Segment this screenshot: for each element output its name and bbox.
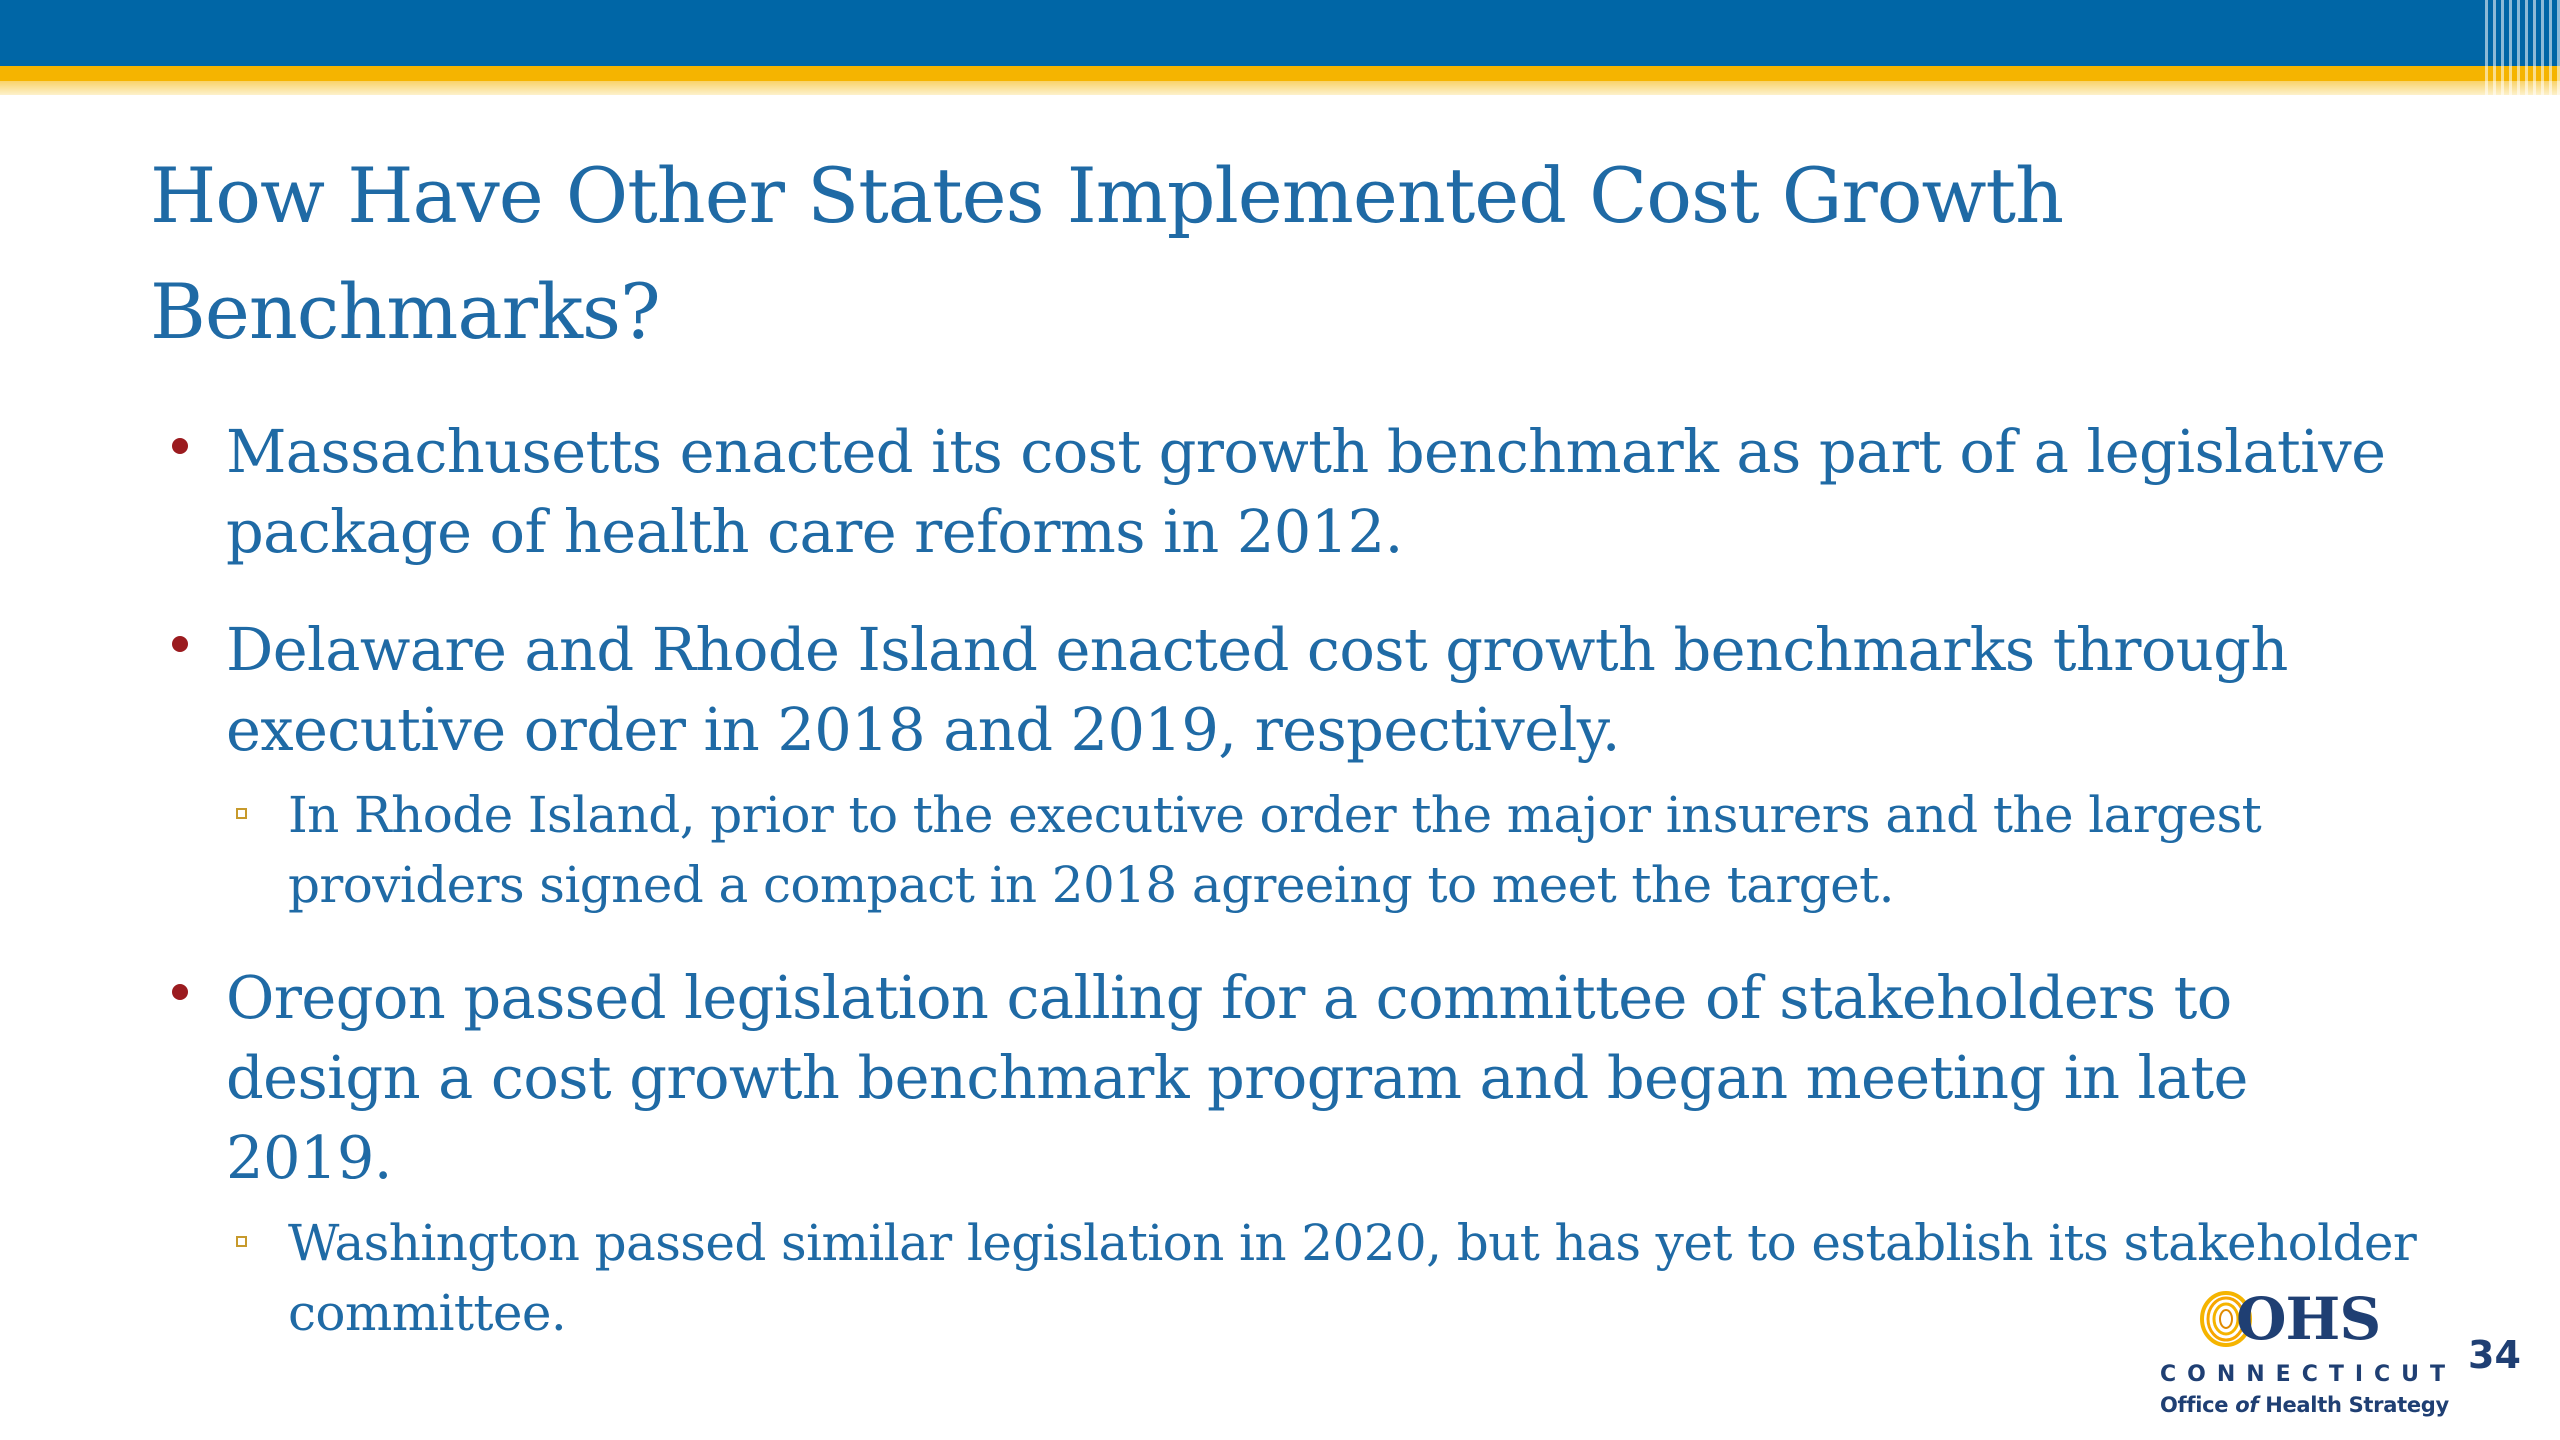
slide-title: How Have Other States Implemented Cost G… xyxy=(150,151,2064,356)
bullet-list: Massachusetts enacted its cost growth be… xyxy=(170,412,2420,1348)
logo-state-text: CONNECTICUT xyxy=(2160,1362,2457,1387)
logo-ohs-text: OHS xyxy=(2236,1285,2381,1353)
bullet-dot-icon xyxy=(172,984,188,1000)
bullet-item: Oregon passed legislation calling for a … xyxy=(170,958,2420,1348)
header-band-blue xyxy=(0,0,2560,66)
logo-org-prefix: Office xyxy=(2160,1393,2236,1417)
ohs-swirl-icon xyxy=(2200,1291,2252,1347)
bullet-dot-icon xyxy=(172,438,188,454)
sub-bullet-list: Washington passed similar legislation in… xyxy=(226,1208,2420,1348)
header-stripes xyxy=(2480,0,2560,95)
logo-org-of: of xyxy=(2235,1393,2259,1417)
square-bullet-icon xyxy=(236,1236,247,1247)
ohs-logo: OHS CONNECTICUT Office of Health Strateg… xyxy=(2158,1285,2449,1430)
logo-org-text: Office of Health Strategy xyxy=(2160,1390,2449,1420)
header-band-gold xyxy=(0,66,2560,81)
sub-bullet-list: In Rhode Island, prior to the executive … xyxy=(226,780,2420,920)
bullet-text: Massachusetts enacted its cost growth be… xyxy=(226,417,2386,566)
page-number: 34 xyxy=(2468,1333,2521,1377)
bullet-text: Delaware and Rhode Island enacted cost g… xyxy=(226,615,2288,764)
bullet-item: Massachusetts enacted its cost growth be… xyxy=(170,412,2420,572)
bullet-item: Delaware and Rhode Island enacted cost g… xyxy=(170,610,2420,920)
square-bullet-icon xyxy=(236,808,247,819)
sub-bullet-item: In Rhode Island, prior to the executive … xyxy=(226,780,2420,920)
logo-org-suffix: Health Strategy xyxy=(2258,1393,2449,1417)
bullet-dot-icon xyxy=(172,636,188,652)
sub-bullet-text: In Rhode Island, prior to the executive … xyxy=(288,786,2262,914)
header-band-gold-light xyxy=(0,81,2560,95)
bullet-text: Oregon passed legislation calling for a … xyxy=(226,963,2248,1192)
sub-bullet-item: Washington passed similar legislation in… xyxy=(226,1208,2420,1348)
sub-bullet-text: Washington passed similar legislation in… xyxy=(288,1214,2417,1342)
